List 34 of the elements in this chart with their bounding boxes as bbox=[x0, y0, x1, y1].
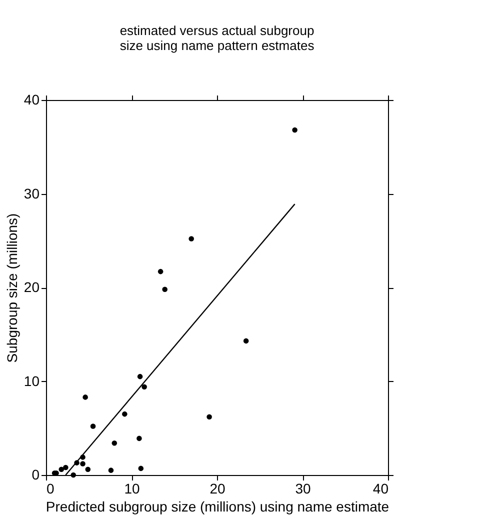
point bbox=[63, 464, 68, 470]
y-tick-label: 0 bbox=[32, 466, 40, 482]
x-tick-label: 20 bbox=[210, 480, 226, 496]
y-tick-label: 30 bbox=[24, 185, 40, 202]
point bbox=[188, 236, 194, 242]
point bbox=[80, 461, 86, 466]
text: size using name pattern estmates bbox=[120, 38, 314, 53]
y-tick-label: 20 bbox=[24, 279, 40, 295]
point bbox=[82, 394, 88, 400]
point bbox=[58, 466, 64, 472]
point bbox=[292, 127, 298, 133]
point bbox=[206, 414, 212, 420]
x-tick-label: 40 bbox=[372, 480, 389, 496]
y-axis-title: Subgroup size (millions) bbox=[4, 213, 20, 363]
x-tick-label: 10 bbox=[124, 480, 140, 496]
y-tick-label: 10 bbox=[24, 372, 40, 389]
point bbox=[112, 440, 118, 446]
point bbox=[158, 268, 164, 274]
text: estimated versus actual subgroup bbox=[120, 23, 314, 38]
x-tick-label: 0 bbox=[46, 480, 54, 496]
point bbox=[90, 424, 96, 429]
point bbox=[108, 468, 114, 473]
point bbox=[142, 384, 147, 390]
point bbox=[136, 436, 142, 442]
x-tick-label: 30 bbox=[295, 480, 311, 496]
y-tick-label: 40 bbox=[24, 92, 40, 108]
point bbox=[162, 286, 168, 292]
point bbox=[85, 466, 91, 472]
point bbox=[70, 472, 76, 478]
point bbox=[138, 466, 144, 472]
point bbox=[137, 374, 143, 380]
point bbox=[243, 338, 249, 344]
point bbox=[122, 411, 128, 417]
x-axis-title: Predicted subgroup size (millions) using name estimate bbox=[46, 498, 390, 514]
